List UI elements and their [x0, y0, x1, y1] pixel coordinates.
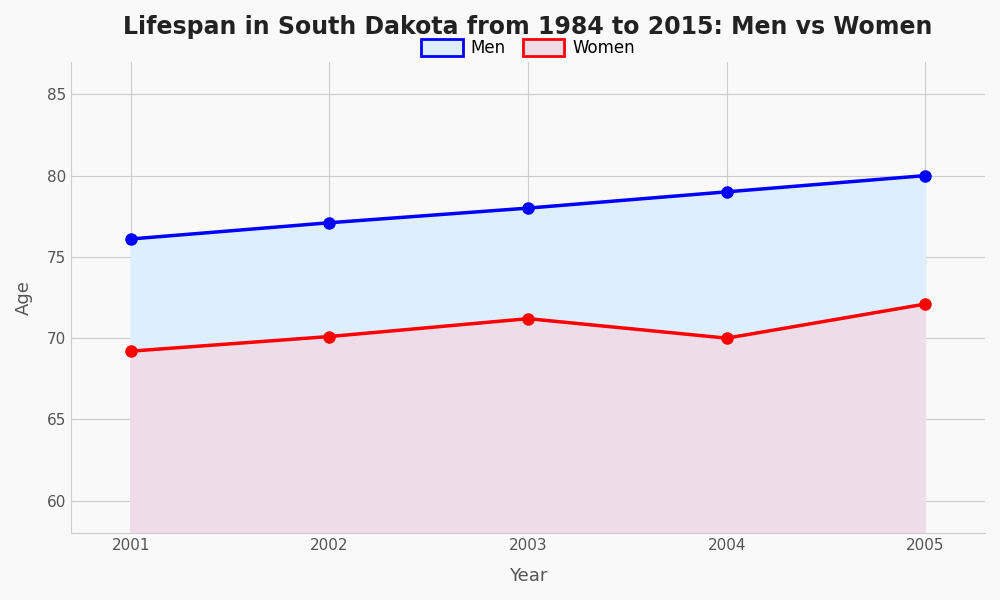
Legend: Men, Women: Men, Women [414, 32, 642, 64]
Y-axis label: Age: Age [15, 280, 33, 315]
X-axis label: Year: Year [509, 567, 547, 585]
Title: Lifespan in South Dakota from 1984 to 2015: Men vs Women: Lifespan in South Dakota from 1984 to 20… [123, 15, 933, 39]
